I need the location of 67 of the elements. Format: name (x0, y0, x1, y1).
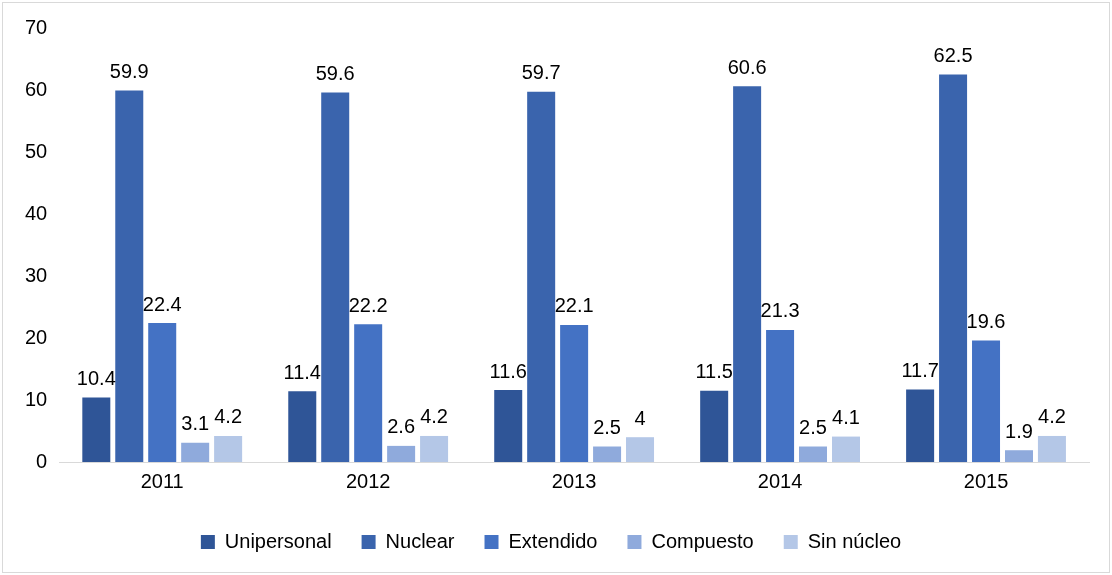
bar (288, 391, 317, 462)
data-label: 60.6 (727, 55, 767, 78)
data-label: 11.5 (695, 360, 733, 383)
bar (420, 435, 449, 462)
bar (593, 446, 622, 462)
bar (527, 91, 556, 462)
bar (494, 390, 523, 462)
y-tick-label: 40 (25, 201, 48, 224)
y-tick-label: 70 (25, 15, 48, 38)
bar (733, 86, 762, 462)
data-label: 59.7 (521, 61, 561, 84)
data-label: 22.2 (348, 293, 388, 316)
data-label: 3.1 (181, 412, 210, 435)
data-label: 59.9 (109, 60, 149, 83)
bar (939, 74, 968, 462)
x-tick-label: 2012 (345, 469, 391, 492)
data-label: 4 (634, 406, 646, 429)
data-label: 2.6 (387, 415, 416, 438)
data-label: 11.6 (489, 359, 527, 382)
data-label: 19.6 (966, 310, 1006, 332)
bar (1004, 450, 1033, 462)
bar (387, 445, 416, 462)
data-label: 4.2 (1038, 405, 1066, 428)
bar (766, 329, 795, 462)
y-tick-label: 10 (25, 387, 48, 410)
data-label: 62.5 (933, 44, 973, 67)
bar (321, 92, 350, 462)
bar (700, 390, 729, 462)
x-tick-label: 2013 (551, 469, 597, 492)
bar (82, 397, 111, 462)
bar (626, 437, 655, 462)
data-label: 4.2 (420, 405, 448, 428)
legend-label: Extendido (508, 529, 598, 552)
bar (799, 446, 828, 462)
bar (354, 324, 383, 462)
data-label: 4.1 (832, 406, 860, 429)
bar (214, 435, 243, 462)
data-label: 2.5 (593, 416, 621, 439)
x-tick-label: 2011 (140, 469, 184, 492)
y-tick-label: 20 (25, 325, 48, 348)
bar (181, 442, 210, 462)
data-label: 22.1 (554, 294, 594, 317)
data-label: 4.2 (214, 405, 243, 428)
data-label: 21.3 (760, 299, 800, 322)
bar (972, 340, 1001, 462)
x-tick-label: 2014 (757, 469, 803, 492)
bar (560, 324, 589, 462)
data-label: 22.4 (142, 292, 182, 315)
y-tick-label: 30 (25, 263, 48, 286)
legend-label: Compuesto (651, 529, 754, 552)
y-tick-label: 60 (25, 77, 48, 100)
legend-label: Nuclear (385, 529, 455, 552)
y-tick-label: 50 (25, 139, 48, 162)
data-label: 11.4 (283, 360, 321, 383)
bar (115, 90, 144, 462)
data-label: 1.9 (1005, 419, 1033, 442)
data-label: 2.5 (799, 416, 827, 439)
legend-label: Unipersonal (224, 529, 332, 552)
bar (1037, 435, 1066, 462)
y-tick-label: 0 (36, 449, 48, 472)
x-tick-label: 2015 (963, 469, 1009, 492)
data-label: 59.6 (315, 62, 355, 84)
bar (906, 389, 935, 462)
bar (831, 436, 860, 462)
data-label: 11.7 (901, 358, 939, 381)
bar (148, 323, 177, 462)
legend-label: Sin núcleo (807, 529, 902, 552)
